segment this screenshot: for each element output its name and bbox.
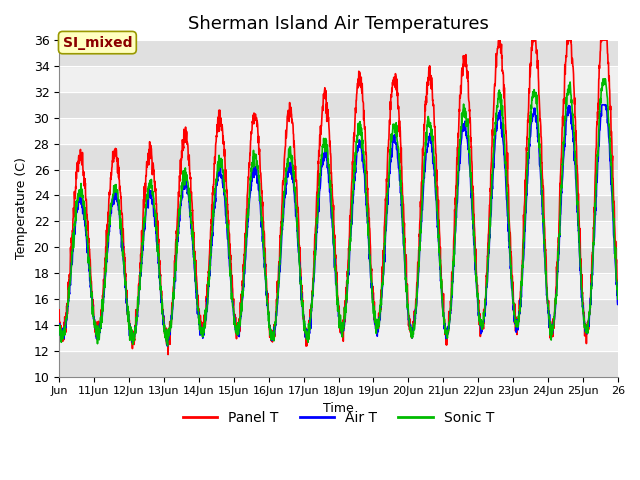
Bar (59, 247, 618, 273)
Panel T (508, 252, 515, 258)
Air T (539, 212, 547, 217)
Bar (59, 169, 618, 195)
Sonic T (599, 76, 607, 82)
Panel T (164, 352, 172, 358)
Bar (59, 221, 618, 247)
Sonic T (539, 199, 547, 204)
X-axis label: Time: Time (323, 402, 354, 415)
Sonic T (232, 330, 239, 336)
Bar (59, 92, 618, 118)
Line: Air T: Air T (59, 105, 618, 346)
Sonic T (111, 185, 119, 191)
Panel T (539, 177, 547, 182)
Sonic T (507, 263, 515, 269)
Bar (59, 66, 618, 92)
Panel T (232, 323, 239, 329)
Panel T (607, 107, 614, 113)
Sonic T (164, 343, 172, 348)
Bar (59, 351, 618, 377)
Sonic T (607, 149, 614, 155)
Panel T (495, 37, 502, 43)
Line: Sonic T: Sonic T (59, 79, 618, 346)
Bar (59, 195, 618, 221)
Bar (59, 325, 618, 351)
Air T (372, 325, 380, 331)
Bar (59, 273, 618, 299)
Y-axis label: Temperature (C): Temperature (C) (15, 157, 28, 259)
Sonic T (372, 331, 380, 336)
Bar (59, 144, 618, 169)
Air T (55, 324, 63, 329)
Legend: Panel T, Air T, Sonic T: Panel T, Air T, Sonic T (177, 405, 500, 430)
Air T (164, 343, 172, 349)
Air T (507, 272, 515, 277)
Sonic T (614, 296, 622, 302)
Air T (598, 102, 606, 108)
Air T (607, 162, 614, 168)
Sonic T (55, 323, 63, 329)
Bar (59, 118, 618, 144)
Bar (59, 40, 618, 66)
Panel T (372, 323, 380, 328)
Text: SI_mixed: SI_mixed (63, 36, 132, 49)
Line: Panel T: Panel T (59, 40, 618, 355)
Air T (614, 300, 622, 306)
Bar (59, 299, 618, 325)
Title: Sherman Island Air Temperatures: Sherman Island Air Temperatures (188, 15, 489, 33)
Air T (232, 326, 239, 332)
Panel T (111, 151, 119, 157)
Panel T (614, 282, 622, 288)
Panel T (55, 307, 63, 313)
Air T (111, 196, 119, 202)
